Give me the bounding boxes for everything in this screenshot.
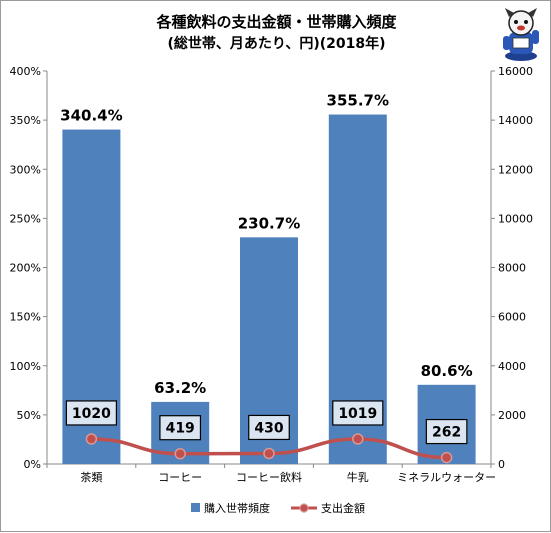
line-data-label-box	[65, 400, 118, 426]
line-point	[440, 451, 453, 464]
right-axis-tick-label: 8000	[498, 262, 526, 275]
left-axis-tick-label: 150%	[10, 311, 41, 324]
chart-subtitle: (総世帯、月あたり、円)(2018年)	[167, 36, 386, 52]
legend: 購入世帯頻度 支出金額	[191, 501, 365, 515]
x-axis-tick-label: ミネラルウォーター	[397, 471, 496, 484]
left-axis-tick-label: 300%	[10, 163, 41, 176]
line-point	[85, 433, 98, 445]
mascot-logo	[503, 8, 539, 61]
line-data-label: 430	[254, 420, 283, 436]
left-axis-tick-label: 200%	[10, 262, 41, 275]
left-axis-tick-label: 100%	[10, 360, 41, 373]
right-axis-tick-label: 0	[498, 458, 505, 471]
bar-data-label: 63.2%	[154, 379, 206, 397]
left-axis-tick-label: 50%	[17, 409, 41, 422]
line-data-label-box	[248, 414, 290, 441]
x-axis-tick-label: コーヒー	[158, 471, 202, 484]
line-series	[85, 433, 453, 464]
chart-title: 各種飲料の支出金額・世帯購入頻度	[156, 13, 397, 31]
left-axis-tick-label: 250%	[10, 212, 41, 225]
legend-bar-swatch	[191, 503, 200, 512]
line-data-label-box	[332, 400, 384, 426]
left-axis-tick-label: 400%	[10, 65, 41, 78]
line-data-label-box	[425, 418, 468, 445]
bar-data-label: 230.7%	[238, 214, 300, 232]
bar-data-label: 355.7%	[327, 92, 389, 110]
right-axis-tick-label: 2000	[498, 409, 526, 422]
x-axis-tick-label: コーヒー飲料	[236, 470, 302, 484]
line-data-label: 262	[432, 425, 461, 441]
right-axis-tick-label: 10000	[498, 212, 533, 225]
line-point	[352, 433, 364, 445]
left-axis-tick-label: 350%	[10, 114, 41, 127]
bar-data-label: 80.6%	[421, 362, 473, 380]
line-data-label: 1019	[338, 406, 377, 422]
right-axis-tick-label: 4000	[498, 360, 526, 373]
right-axis-tick-label: 6000	[498, 311, 526, 324]
legend-bar-label: 購入世帯頻度	[204, 501, 270, 515]
legend-line-label: 支出金額	[321, 501, 365, 515]
legend-line-marker	[299, 503, 309, 513]
x-axis-tick-label: 牛乳	[347, 470, 369, 484]
line-point	[174, 447, 186, 460]
line-data-label: 1020	[72, 406, 111, 422]
bar-data-label: 340.4%	[60, 107, 122, 125]
left-axis-tick-label: 0%	[24, 458, 41, 471]
line-data-label-box	[159, 415, 202, 441]
data-labels: 340.4% 63.2% 230.7% 355.7% 80.6% 1020 419 430 10…	[60, 92, 473, 445]
axes: 0% 50% 100% 150% 200% 250% 300% 350% 400% 0 2000 40…	[10, 65, 533, 484]
right-axis-tick-label: 14000	[498, 114, 533, 127]
line-point	[263, 447, 275, 460]
x-axis-tick-label: 茶類	[80, 471, 102, 484]
line-data-label: 419	[166, 421, 195, 437]
right-axis-tick-label: 12000	[498, 163, 533, 176]
right-axis-tick-label: 16000	[498, 65, 533, 78]
bar-series	[62, 114, 476, 464]
